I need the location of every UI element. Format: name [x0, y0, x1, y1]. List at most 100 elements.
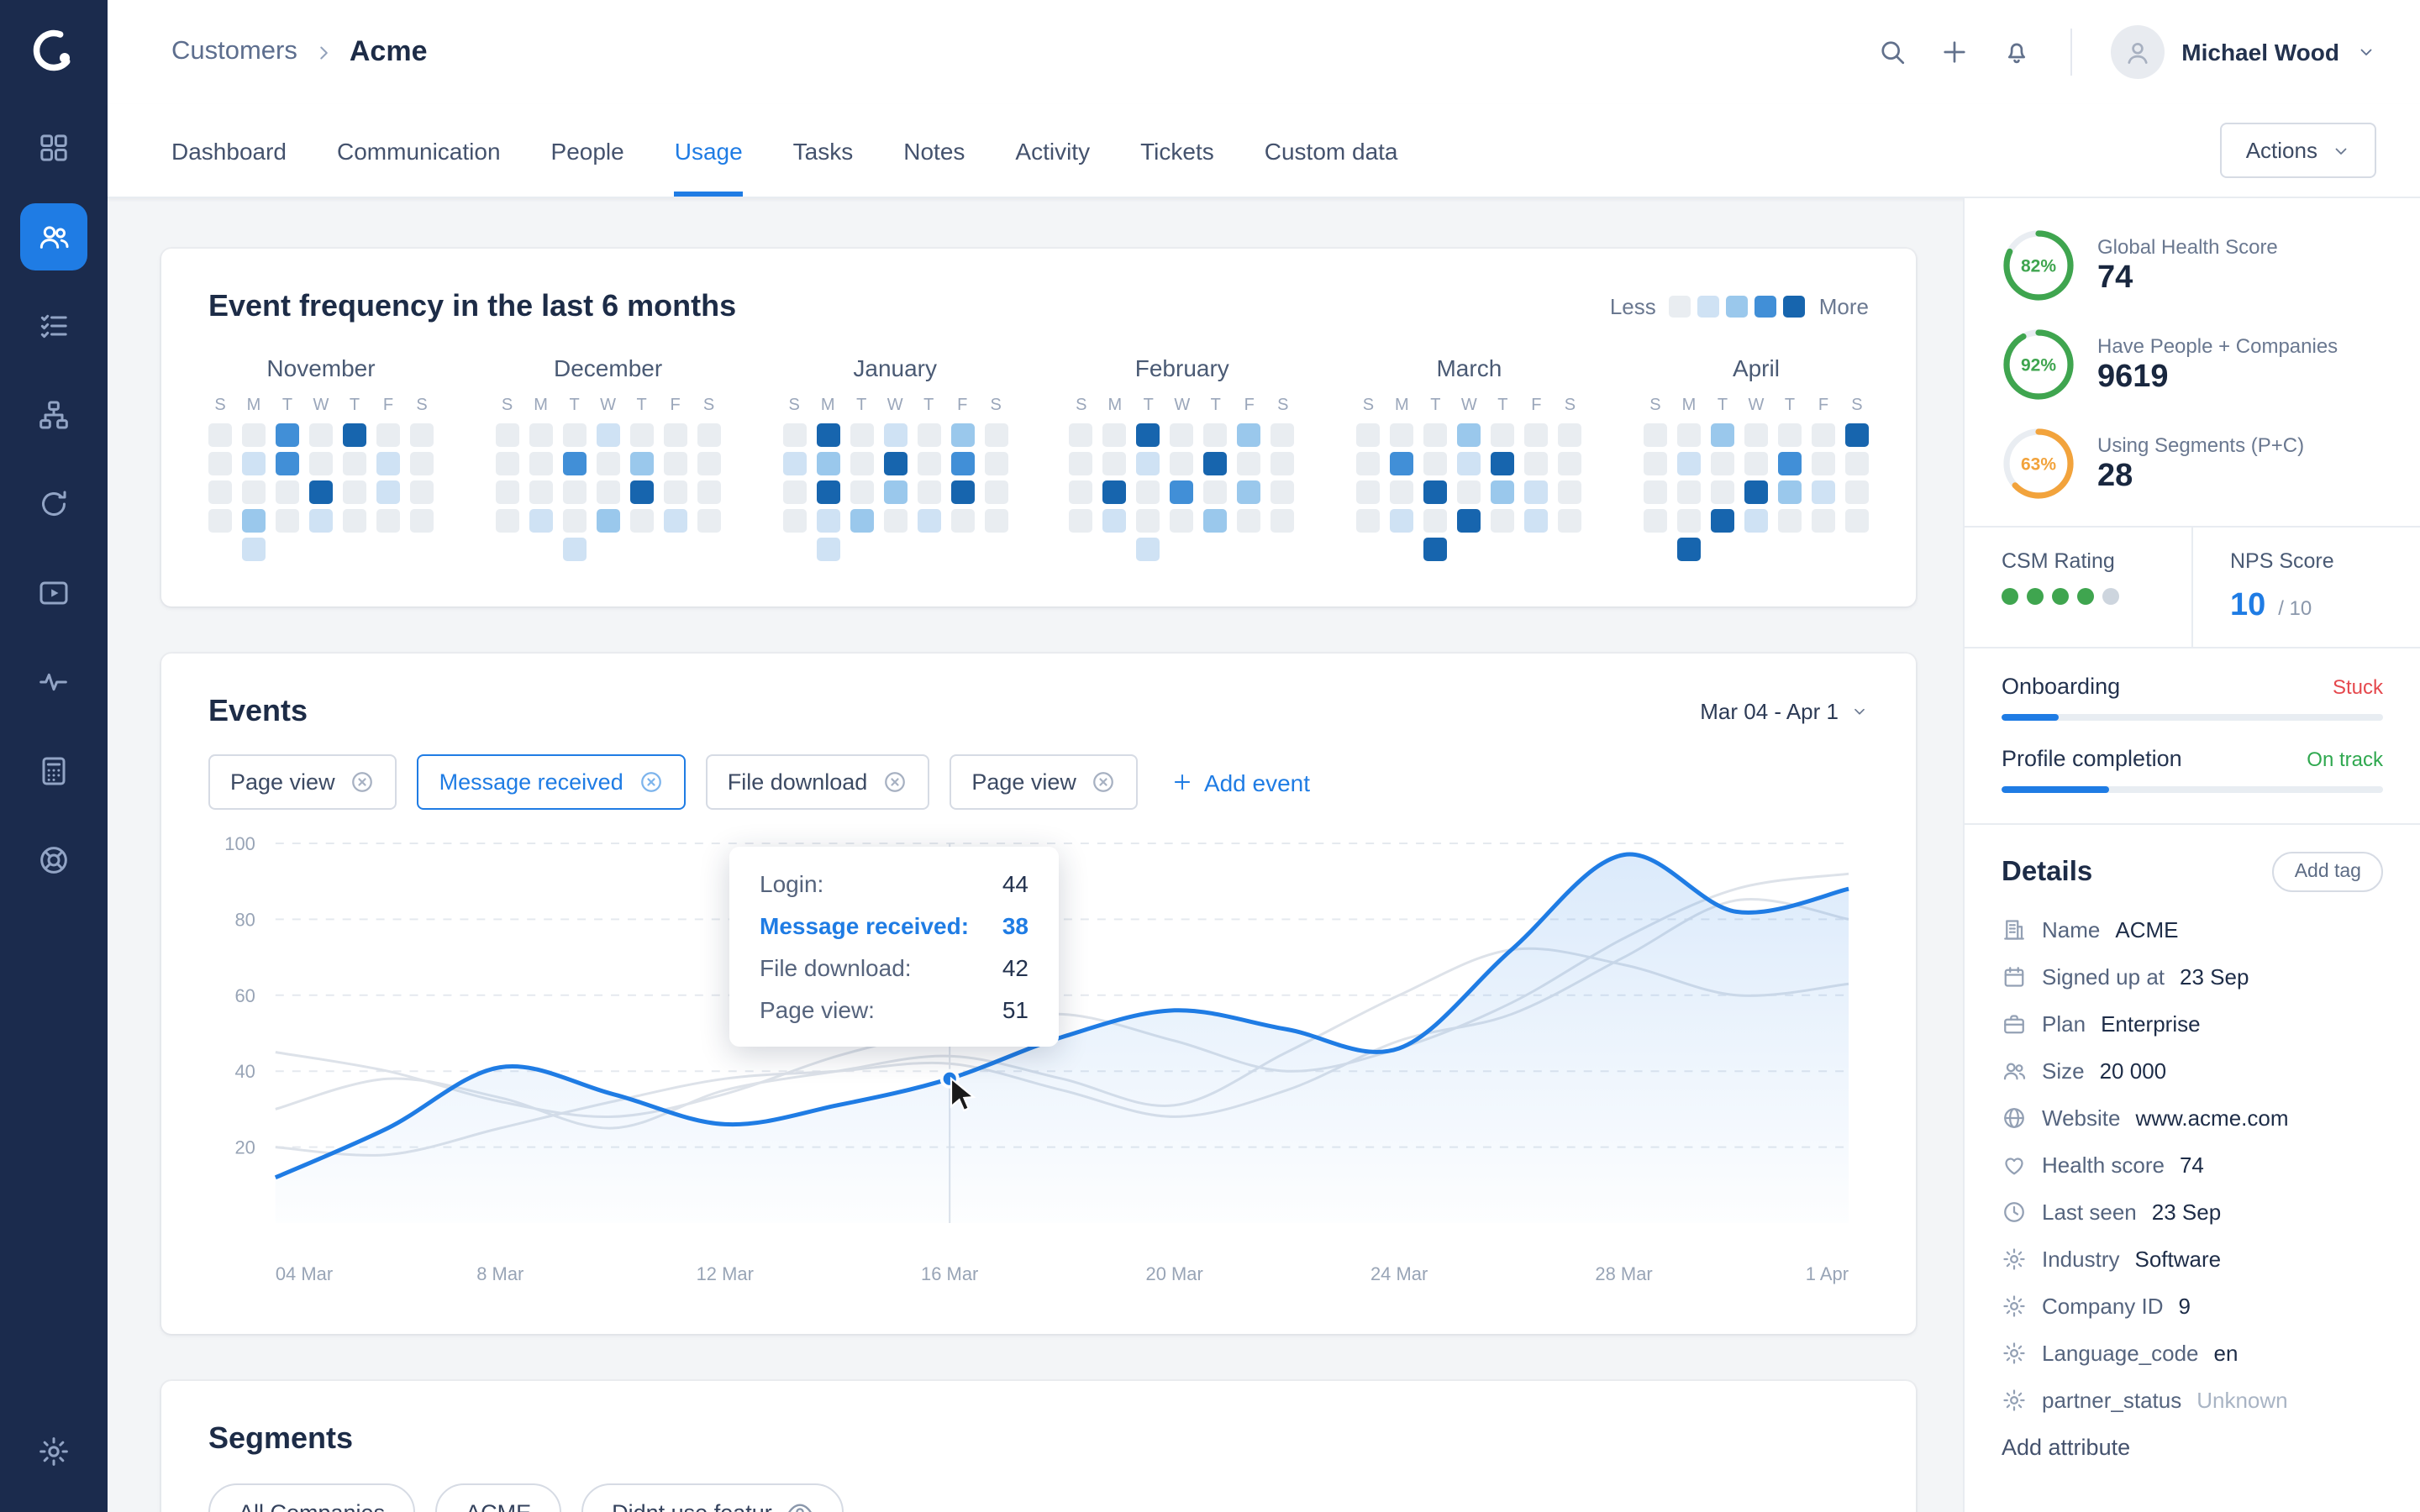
- heatmap-week-row: [1356, 423, 1582, 447]
- day-header: S: [1649, 396, 1661, 415]
- sidebar-item-health[interactable]: [20, 648, 87, 716]
- csm-dot: [2002, 588, 2018, 605]
- heatmap-cell: [1811, 423, 1835, 447]
- heatmap-cell: [816, 538, 840, 561]
- sidebar-item-billing[interactable]: [20, 738, 87, 805]
- user-menu[interactable]: Michael Wood: [2111, 25, 2376, 79]
- event-filter-page-view[interactable]: Page view: [950, 754, 1139, 810]
- heatmap-week-row: [782, 452, 1008, 475]
- remove-filter-icon[interactable]: [882, 769, 908, 795]
- remove-filter-icon[interactable]: [639, 769, 664, 795]
- heatmap-cell: [529, 480, 553, 504]
- score-global-health-score: 82% Global Health Score 74: [2002, 228, 2383, 302]
- svg-text:8 Mar: 8 Mar: [476, 1263, 523, 1284]
- heatmap-cell: [1710, 480, 1734, 504]
- tab-communication[interactable]: Communication: [337, 137, 501, 164]
- tab-notes[interactable]: Notes: [903, 137, 965, 164]
- nps-max: / 10: [2278, 596, 2312, 620]
- users-icon: [2003, 1063, 2026, 1080]
- event-filter-page-view[interactable]: Page view: [208, 754, 397, 810]
- segment-chip-all-companies[interactable]: All Companies: [208, 1483, 416, 1512]
- heatmap-cell: [208, 452, 232, 475]
- sidebar-item-tasks[interactable]: [20, 292, 87, 360]
- heatmap-cell: [950, 480, 975, 504]
- app-logo-icon[interactable]: [24, 20, 84, 81]
- calendar-icon: [2004, 967, 2024, 987]
- heatmap-cell: [1270, 452, 1295, 475]
- heatmap-week-row: [496, 538, 721, 561]
- sidebar-item-settings[interactable]: [20, 1418, 87, 1485]
- svg-text:60: 60: [234, 985, 255, 1006]
- svg-text:1 Apr: 1 Apr: [1806, 1263, 1849, 1284]
- heatmap-cell: [1844, 423, 1869, 447]
- breadcrumb-parent-link[interactable]: Customers: [171, 37, 297, 66]
- notifications-icon[interactable]: [2002, 37, 2032, 67]
- heatmap-cell: [1170, 452, 1194, 475]
- heatmap-cell: [1457, 452, 1481, 475]
- heatmap-cell: [276, 423, 299, 447]
- heatmap-month-label: December: [554, 354, 663, 381]
- detail-value: en: [2213, 1341, 2238, 1366]
- remove-filter-icon[interactable]: [1092, 769, 1117, 795]
- sidebar-item-segments[interactable]: [20, 381, 87, 449]
- chevron-down-icon-glyph: [1854, 708, 1865, 715]
- actions-button[interactable]: Actions: [2220, 123, 2376, 178]
- tab-tickets[interactable]: Tickets: [1140, 137, 1214, 164]
- tooltip-row: Login: 44: [760, 870, 1028, 897]
- search-icon[interactable]: [1877, 37, 1907, 67]
- event-filter-file-download[interactable]: File download: [705, 754, 930, 810]
- remove-filter-icon[interactable]: [350, 769, 376, 795]
- user-name: Michael Wood: [2181, 39, 2339, 66]
- tab-tasks[interactable]: Tasks: [792, 137, 854, 164]
- tooltip-row: File download: 42: [760, 954, 1028, 981]
- quick-add-icon[interactable]: [1939, 37, 1970, 67]
- event-filter-message-received[interactable]: Message received: [417, 754, 686, 810]
- heatmap-cell: [410, 452, 434, 475]
- sidebar-item-playbooks[interactable]: [20, 559, 87, 627]
- date-range-selector[interactable]: Mar 04 - Apr 1: [1700, 699, 1869, 724]
- play-icon: [39, 581, 68, 605]
- add-tag-button[interactable]: Add tag: [2272, 852, 2383, 892]
- detail-value: Software: [2134, 1247, 2222, 1272]
- chevron-down-icon-glyph: [2335, 147, 2347, 154]
- progress-bar: [2002, 786, 2383, 793]
- detail-size: Size 20 000: [2002, 1058, 2383, 1084]
- heatmap-cell: [343, 509, 366, 533]
- heatmap-cell: [1777, 480, 1802, 504]
- sidebar-item-dashboard[interactable]: [20, 114, 87, 181]
- add-event-button[interactable]: Add event: [1172, 769, 1310, 795]
- tab-custom-data[interactable]: Custom data: [1264, 137, 1398, 164]
- heatmap-week-row: [1070, 538, 1295, 561]
- heatmap-cell: [596, 480, 620, 504]
- heatmap-cell: [1558, 509, 1582, 533]
- segment-chip-acme[interactable]: ACME: [435, 1483, 562, 1512]
- day-header: T: [1143, 396, 1154, 415]
- tab-people[interactable]: People: [550, 137, 624, 164]
- score-value: 28: [2097, 458, 2133, 493]
- heatmap-cell: [697, 452, 721, 475]
- rating-row: CSM Rating NPS Score 10 / 10: [1965, 526, 2420, 648]
- details-title: Details: [2002, 856, 2093, 886]
- day-header: W: [600, 396, 617, 415]
- svg-text:28 Mar: 28 Mar: [1595, 1263, 1652, 1284]
- health-scores: 82% Global Health Score 74 92% Have Peop…: [2002, 228, 2383, 501]
- sidebar-item-customers[interactable]: [20, 203, 87, 270]
- heatmap-cell: [343, 452, 366, 475]
- sidebar-item-support[interactable]: [20, 827, 87, 894]
- heatmap-cell: [883, 423, 908, 447]
- sidebar-item-sync[interactable]: [20, 470, 87, 538]
- tab-dashboard[interactable]: Dashboard: [171, 137, 287, 164]
- segment-chip-didnt-use-featur[interactable]: Didnt use featur: [581, 1483, 844, 1512]
- heatmap-cell: [1203, 480, 1228, 504]
- add-attribute-link[interactable]: Add attribute: [2002, 1435, 2131, 1460]
- events-line-chart: 20 40 60 80 100 04 Mar 8 Mar 12 Mar 16 Mar 20 Mar…: [208, 823, 1869, 1294]
- heatmap-cell: [1237, 452, 1261, 475]
- svg-text:82%: 82%: [2021, 257, 2056, 276]
- tab-activity[interactable]: Activity: [1015, 137, 1091, 164]
- detail-health-score: Health score 74: [2002, 1152, 2383, 1178]
- avatar: [2111, 25, 2165, 79]
- tab-usage[interactable]: Usage: [674, 104, 743, 197]
- heatmap-month-march: March S M T W T F S: [1356, 354, 1582, 566]
